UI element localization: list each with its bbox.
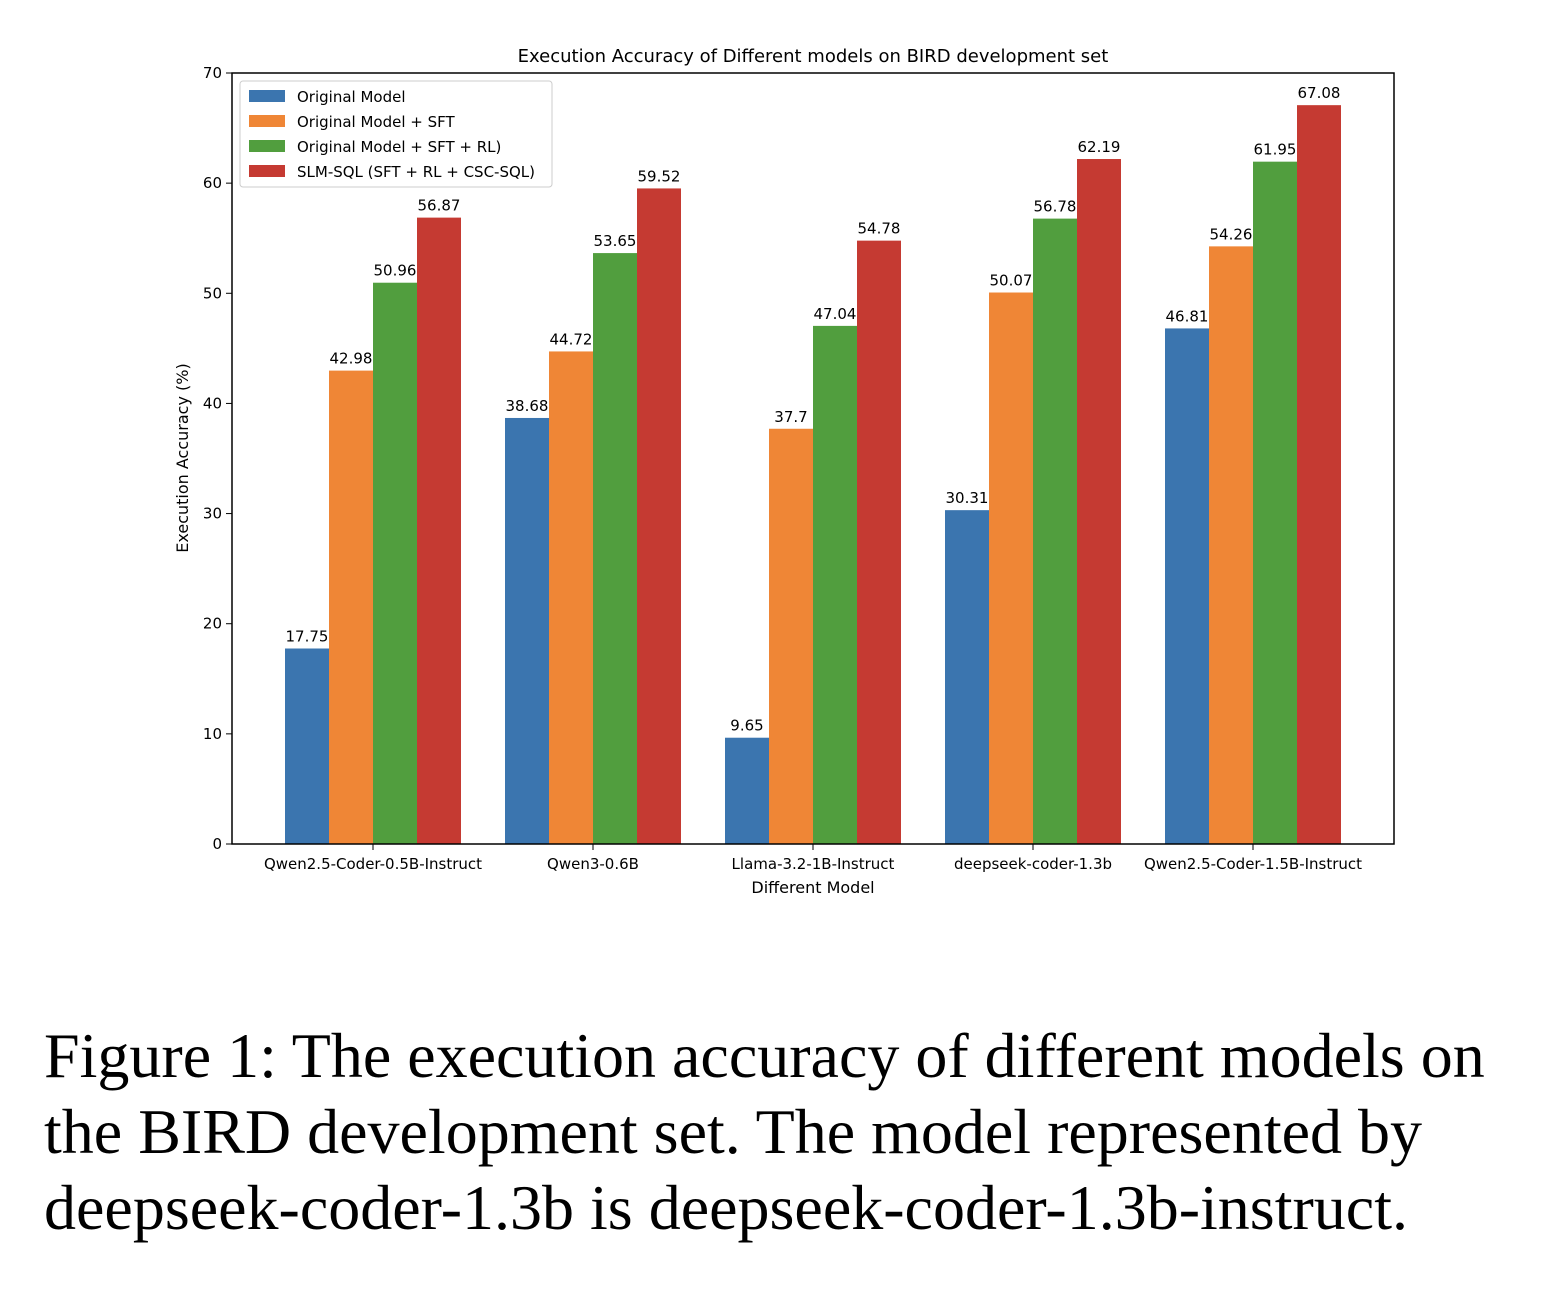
x-tick-label: Qwen2.5-Coder-0.5B-Instruct — [264, 855, 482, 873]
bar-value-label: 37.7 — [774, 408, 807, 426]
y-tick-label: 0 — [212, 835, 222, 853]
x-tick-label: Qwen2.5-Coder-1.5B-Instruct — [1144, 855, 1362, 873]
bar-value-label: 61.95 — [1254, 141, 1297, 159]
y-tick-label: 30 — [203, 505, 222, 523]
bar — [637, 188, 681, 845]
legend: Original Model Original Model + SFT Origin… — [239, 80, 553, 188]
bar — [1165, 328, 1209, 845]
bar-value-label: 38.68 — [506, 397, 549, 415]
bar — [1297, 105, 1341, 844]
bar — [285, 648, 329, 844]
bar-value-label: 59.52 — [638, 167, 681, 185]
bar — [329, 370, 373, 844]
bar — [945, 510, 989, 844]
bar-value-label: 53.65 — [594, 232, 637, 250]
figure-caption: Figure 1: The execution accuracy of diff… — [44, 1020, 1485, 1243]
bar-value-label: 56.87 — [418, 197, 461, 215]
y-axis-label: Execution Accuracy (%) — [173, 363, 192, 552]
x-axis: Qwen2.5-Coder-0.5B-Instruct Qwen3-0.6B Lla… — [264, 844, 1362, 873]
bar — [1209, 246, 1253, 844]
bar-value-label: 30.31 — [946, 489, 989, 507]
bar-value-label: 42.98 — [330, 350, 373, 368]
bar-value-label: 46.81 — [1166, 307, 1209, 325]
bar — [505, 417, 549, 844]
bar-chart: 17.75 42.98 50.96 56.87 38.68 44.72 53.65 59.52… — [173, 46, 1395, 897]
bar-value-label: 62.19 — [1078, 138, 1121, 156]
y-tick-label: 50 — [203, 284, 222, 302]
bar — [549, 351, 593, 844]
bar — [725, 737, 769, 844]
bar — [857, 240, 901, 844]
legend-box — [239, 80, 553, 188]
bar — [989, 292, 1033, 844]
bar-value-label: 54.26 — [1210, 225, 1253, 243]
bar — [813, 325, 857, 844]
bar-value-label: 9.65 — [730, 717, 763, 735]
y-axis: 0 10 20 30 40 50 60 70 — [203, 64, 232, 853]
bar — [593, 253, 637, 845]
legend-label: Original Model — [297, 88, 406, 106]
legend-swatch — [249, 140, 285, 152]
bar — [1077, 159, 1121, 844]
y-tick-label: 10 — [203, 725, 222, 743]
bar-value-label: 54.78 — [858, 220, 901, 238]
bar-value-label: 67.08 — [1298, 84, 1341, 102]
bar — [1253, 161, 1297, 845]
bar-labels-group: 17.75 42.98 50.96 56.87 38.68 44.72 53.65 59.52… — [286, 84, 1341, 735]
y-tick-label: 70 — [203, 64, 222, 82]
x-tick-label: Llama-3.2-1B-Instruct — [732, 855, 895, 873]
bar-value-label: 17.75 — [286, 627, 329, 645]
y-tick-label: 60 — [203, 174, 222, 192]
legend-swatch — [249, 115, 285, 127]
y-tick-label: 40 — [203, 394, 222, 412]
chart-title: Execution Accuracy of Different models o… — [518, 46, 1109, 67]
x-axis-label: Different Model — [751, 878, 874, 897]
legend-label: Original Model + SFT + RL) — [297, 138, 501, 156]
legend-swatch — [249, 90, 285, 102]
x-tick-label: deepseek-coder-1.3b — [954, 855, 1112, 873]
x-tick-label: Qwen3-0.6B — [547, 855, 639, 873]
bars-group — [285, 105, 1341, 845]
bar-value-label: 56.78 — [1034, 198, 1077, 216]
bar-value-label: 47.04 — [814, 305, 857, 323]
y-tick-label: 20 — [203, 615, 222, 633]
bar-value-label: 50.96 — [374, 262, 417, 280]
legend-swatch — [249, 165, 285, 177]
legend-label: SLM-SQL (SFT + RL + CSC-SQL) — [297, 163, 535, 181]
bar-value-label: 50.07 — [990, 272, 1033, 290]
bar-value-label: 44.72 — [550, 330, 593, 348]
bar — [373, 282, 417, 844]
bar — [417, 217, 461, 845]
legend-label: Original Model + SFT — [297, 113, 455, 131]
bar — [1033, 218, 1077, 844]
bar — [769, 428, 813, 844]
